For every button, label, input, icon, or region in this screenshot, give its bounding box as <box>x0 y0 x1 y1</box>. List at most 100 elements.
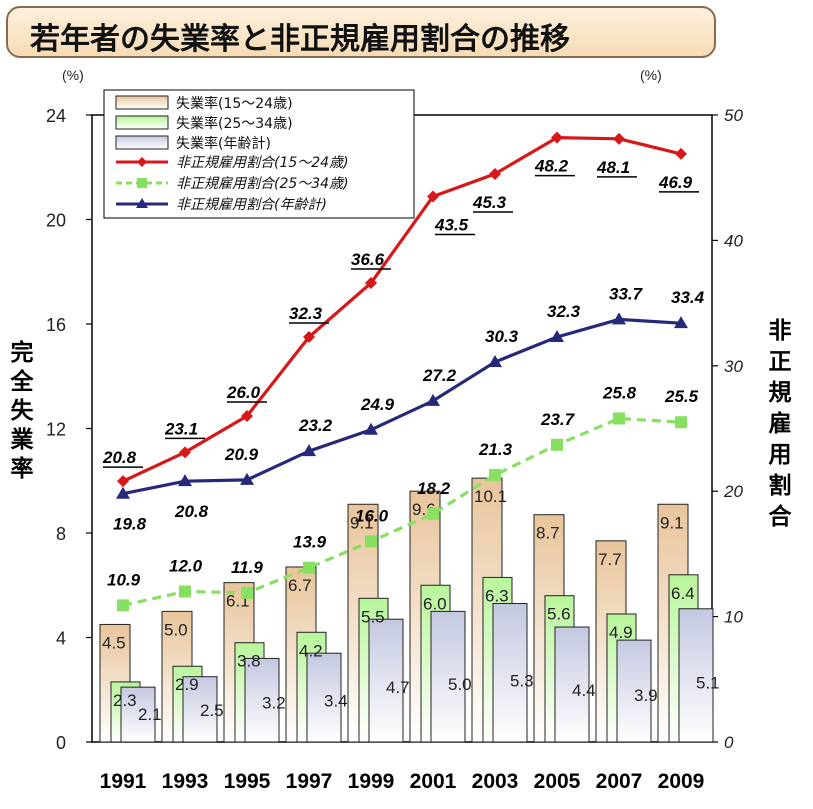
x-tick-label: 1997 <box>286 770 333 793</box>
point-label: 18.2 <box>417 479 451 498</box>
point-marker <box>240 472 254 485</box>
point-label: 33.7 <box>609 284 644 303</box>
legend-label: 失業率(年齢計) <box>176 135 271 152</box>
point-marker <box>551 131 563 144</box>
point-label: 48.2 <box>534 157 569 176</box>
x-tick-label: 1995 <box>224 770 271 793</box>
bar <box>306 652 342 743</box>
bar-value-label: 5.0 <box>448 675 472 694</box>
bar-value-label: 4.5 <box>102 633 126 652</box>
x-tick-label: 2005 <box>534 770 581 793</box>
point-marker <box>488 355 502 368</box>
point-label: 36.6 <box>351 250 385 269</box>
legend-label: 非正規雇用割合(15～24歳) <box>176 155 349 171</box>
point-marker <box>178 474 192 487</box>
point-label: 45.3 <box>472 193 507 212</box>
point-marker <box>303 561 315 574</box>
point-marker <box>674 316 688 329</box>
bar-value-label: 4.4 <box>572 681 596 700</box>
chart-title: 若年者の失業率と非正規雇用割合の推移 <box>30 22 570 57</box>
bar-value-label: 4.9 <box>609 623 633 642</box>
bar-value-label: 2.3 <box>113 691 137 710</box>
right-axis-title-char: 合 <box>769 503 793 530</box>
right-tick-label: 10 <box>724 608 743 627</box>
bar-value-label: 2.5 <box>200 701 224 720</box>
legend-swatch <box>115 115 169 130</box>
x-tick-label: 1999 <box>348 770 395 793</box>
right-axis-title-char: 非 <box>769 318 792 344</box>
bar <box>182 676 218 743</box>
bar-value-label: 5.3 <box>510 672 534 691</box>
point-label: 16.0 <box>355 506 389 525</box>
point-marker <box>551 438 563 451</box>
right-axis-title-char: 用 <box>769 442 792 468</box>
bar-value-label: 5.6 <box>547 605 571 624</box>
point-marker <box>179 585 191 598</box>
bar <box>616 639 652 743</box>
x-tick-label: 2001 <box>410 770 457 793</box>
point-label: 20.8 <box>102 448 137 467</box>
bar <box>430 610 466 743</box>
x-tick-label: 1993 <box>162 770 209 793</box>
point-marker <box>116 486 130 499</box>
point-marker <box>613 132 625 145</box>
left-axis-title-char: 全 <box>10 368 35 395</box>
legend-marker <box>136 198 148 208</box>
legend-label: 失業率(25～34歳) <box>176 115 293 132</box>
left-axis-unit: (%) <box>62 67 84 83</box>
bar-value-label: 4.2 <box>299 641 323 660</box>
point-label: 24.9 <box>360 395 395 414</box>
bar-value-label: 4.7 <box>386 678 410 697</box>
right-axis-title-char: 割 <box>769 472 792 499</box>
point-label: 25.5 <box>664 387 699 406</box>
point-label: 26.0 <box>226 383 261 402</box>
legend-label: 非正規雇用割合(25～34歳) <box>176 176 349 192</box>
left-axis-title-char: 完 <box>11 339 34 366</box>
left-tick-label: 4 <box>56 629 66 649</box>
bar-value-label: 3.4 <box>324 691 348 710</box>
right-tick-label: 20 <box>723 482 743 501</box>
left-tick-label: 24 <box>46 106 66 126</box>
right-axis-unit: (%) <box>640 67 662 83</box>
bar-value-label: 7.7 <box>598 550 622 569</box>
left-tick-label: 0 <box>56 733 66 753</box>
point-marker <box>117 475 129 488</box>
bar-value-label: 6.0 <box>423 594 447 613</box>
title-box: 若年者の失業率と非正規雇用割合の推移 <box>6 6 716 58</box>
legend <box>103 89 415 219</box>
bar-value-label: 6.4 <box>671 584 695 603</box>
point-label: 32.3 <box>289 304 323 323</box>
point-label: 21.3 <box>478 440 513 459</box>
point-marker <box>675 147 687 160</box>
bar-value-label: 10.1 <box>474 487 507 506</box>
bar-value-label: 3.9 <box>634 686 658 705</box>
bar-value-label: 5.1 <box>696 674 720 693</box>
point-label: 10.9 <box>107 570 141 589</box>
point-label: 48.1 <box>596 158 630 177</box>
x-tick-label: 2007 <box>596 770 643 793</box>
point-marker <box>613 412 625 425</box>
bar-value-label: 3.8 <box>237 652 261 671</box>
point-label: 23.1 <box>164 419 198 438</box>
point-marker <box>303 330 315 343</box>
legend-label: 失業率(15～24歳) <box>176 95 293 112</box>
point-marker <box>612 312 626 325</box>
x-tick-label: 1991 <box>100 770 147 793</box>
bar <box>678 608 714 743</box>
point-label: 12.0 <box>169 557 203 576</box>
left-axis-title-char: 率 <box>11 455 34 482</box>
point-marker <box>426 393 440 406</box>
point-label: 20.9 <box>224 445 259 464</box>
bar-value-label: 8.7 <box>536 524 560 543</box>
series-line <box>122 416 682 607</box>
bar-value-label: 9.1 <box>660 513 684 532</box>
point-marker <box>489 468 501 481</box>
point-label: 23.7 <box>540 410 576 429</box>
point-marker <box>179 446 191 459</box>
point-label: 20.8 <box>174 502 209 521</box>
point-label: 46.9 <box>658 173 693 192</box>
point-label: 27.2 <box>422 366 457 385</box>
series-line <box>122 317 682 496</box>
bar-value-label: 6.7 <box>288 576 312 595</box>
